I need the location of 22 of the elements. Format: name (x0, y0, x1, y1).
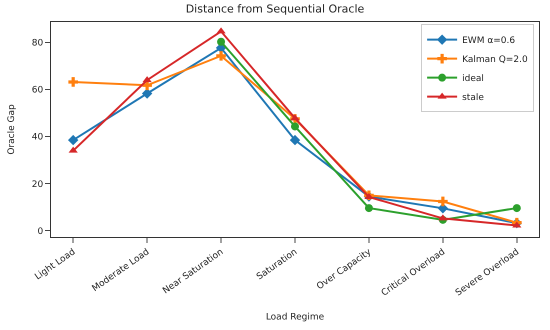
y-tick-label: 40 (32, 132, 44, 143)
point (68, 134, 78, 146)
y-axis-title: Oracle Gap (7, 104, 18, 155)
point (364, 204, 373, 212)
point (438, 196, 448, 206)
y-tick-label: 80 (32, 38, 44, 49)
legend-label: ideal (462, 74, 484, 84)
y-tick-label: 60 (32, 86, 44, 96)
point (291, 122, 299, 130)
x-axis-title: Load Regime (266, 312, 325, 322)
legend-label: EWM α=0.6 (462, 36, 516, 46)
point (217, 38, 226, 46)
y-tick-label: 20 (32, 180, 44, 190)
point (512, 204, 521, 212)
point (290, 134, 300, 146)
legend-label: Kalman Q=2.0 (462, 55, 528, 66)
point (68, 77, 78, 87)
chart-title: Distance from Sequential Oracle (186, 2, 365, 16)
y-tick-label: 0 (37, 226, 44, 237)
legend-label: stale (462, 93, 484, 104)
point (142, 88, 152, 99)
point (216, 51, 226, 61)
